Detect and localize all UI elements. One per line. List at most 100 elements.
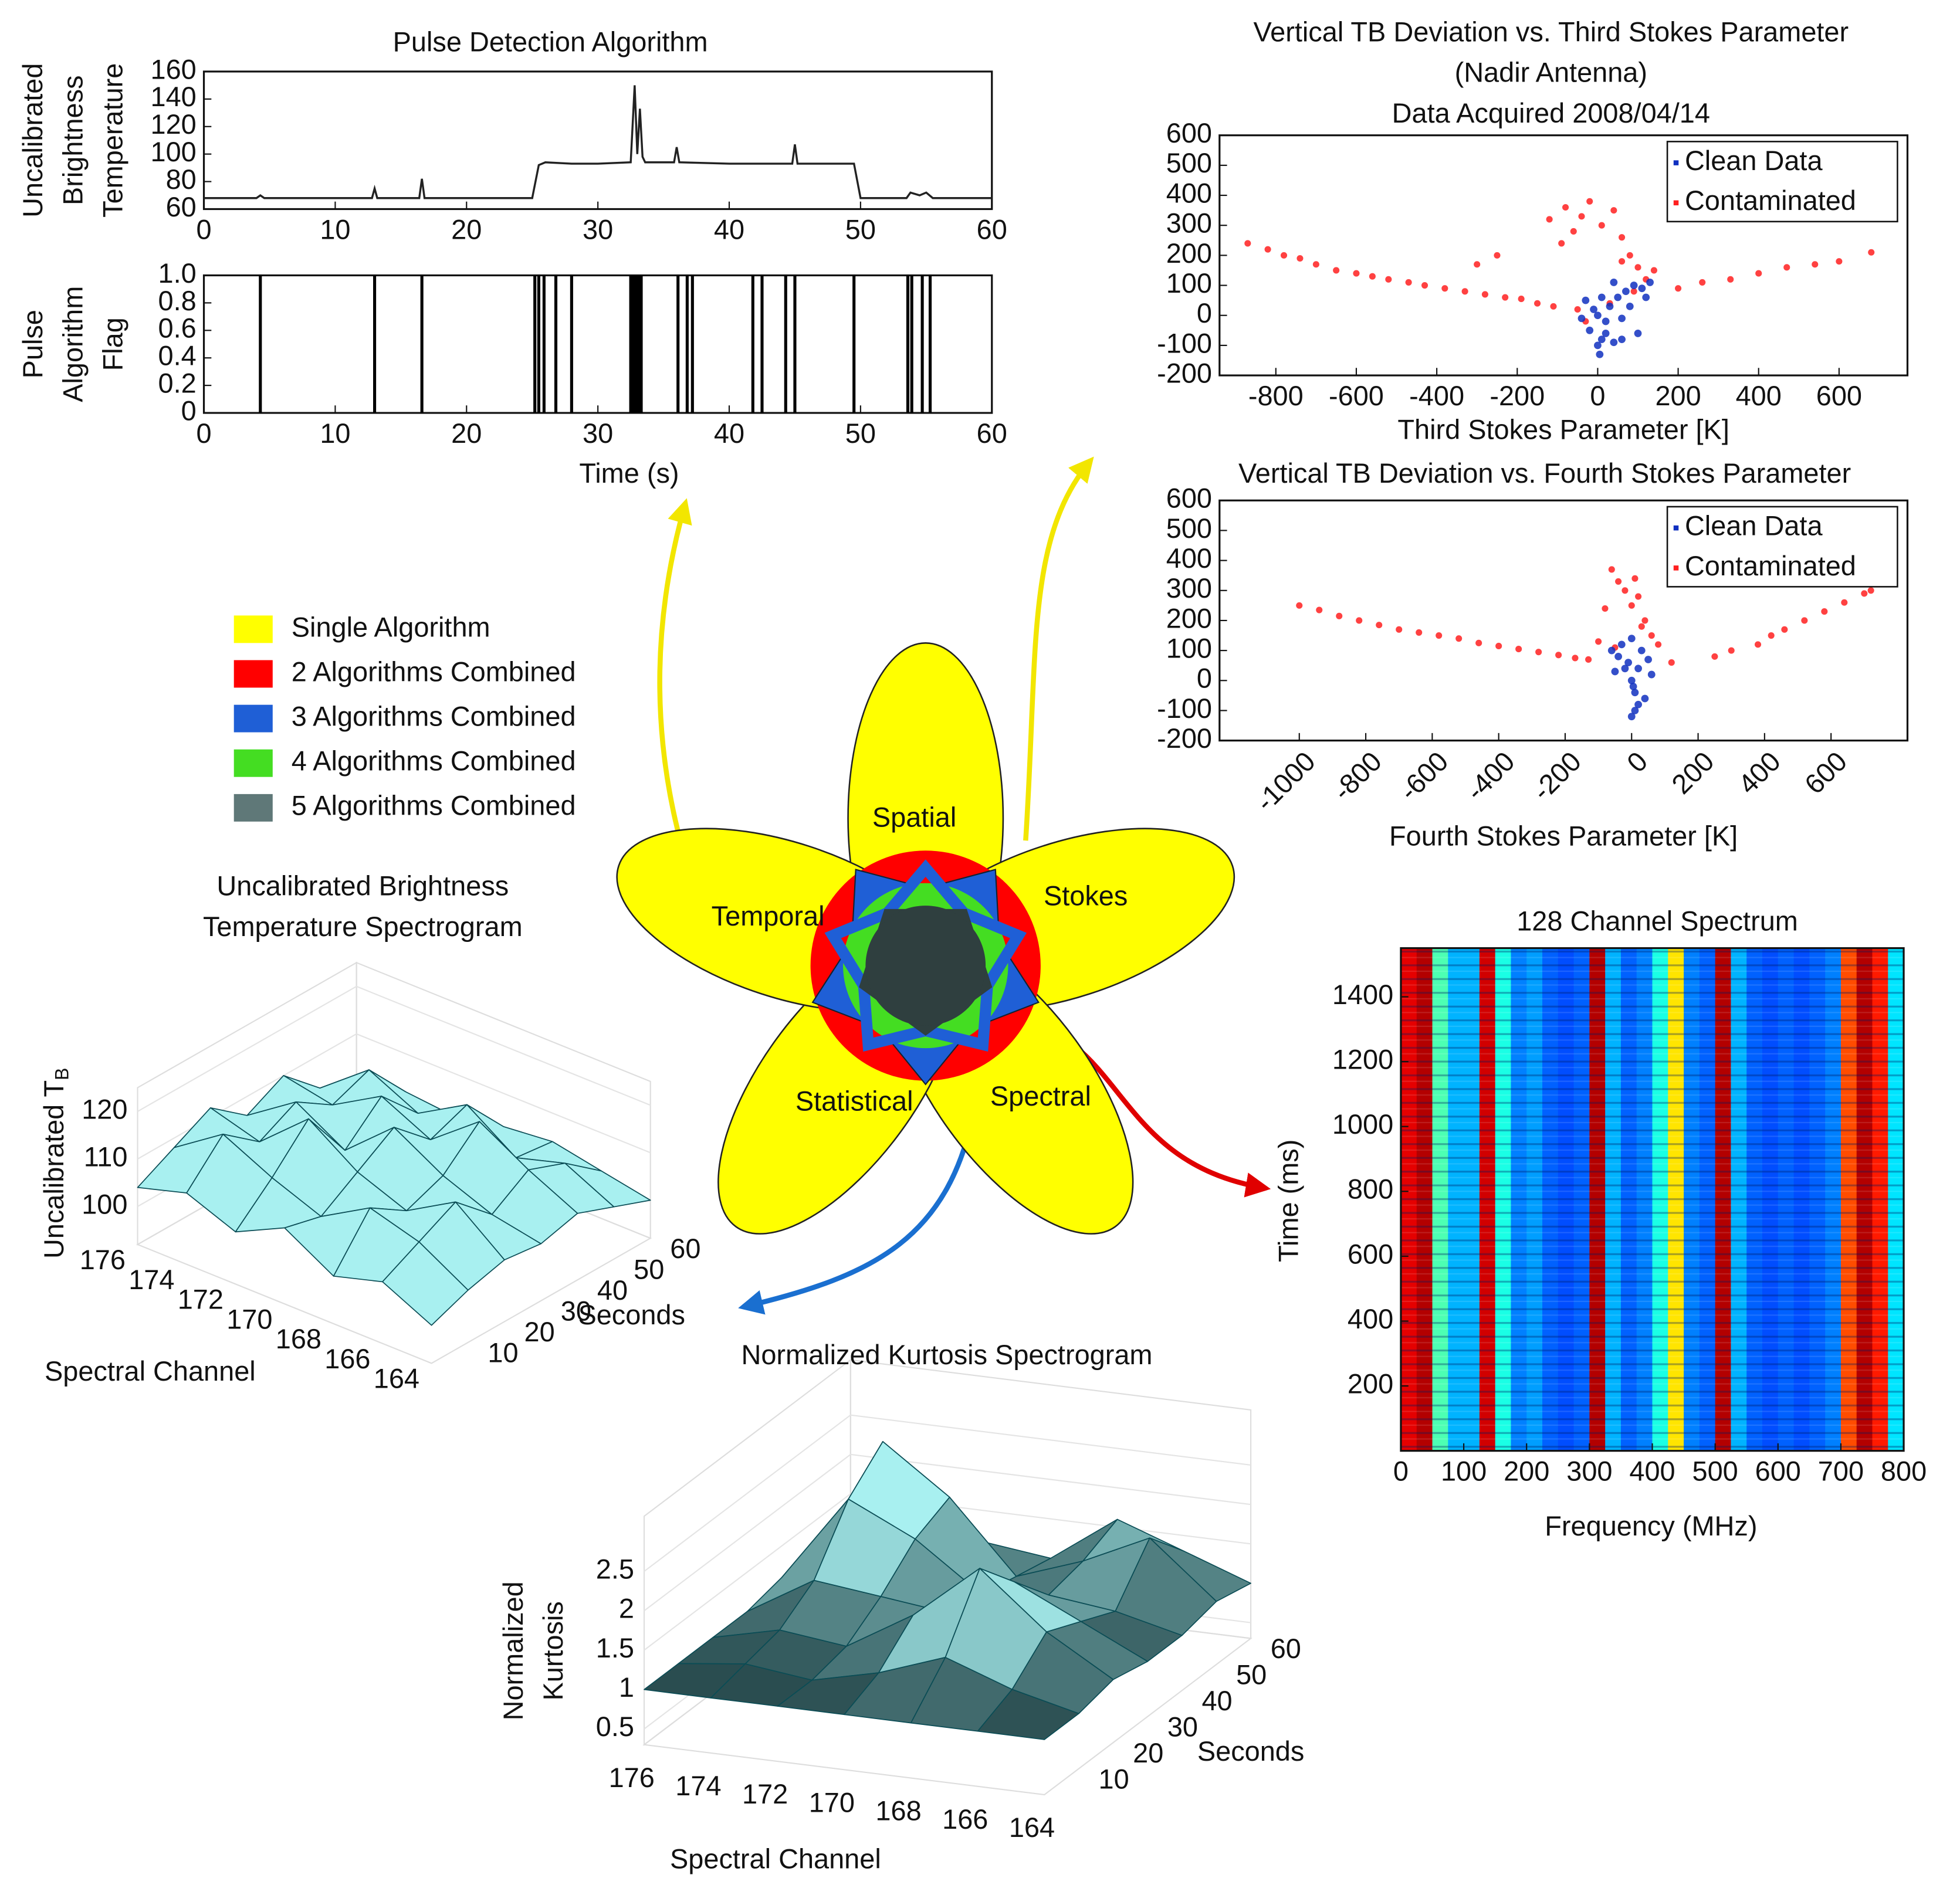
y-tick-label: 200 <box>1166 603 1212 633</box>
scatter-point <box>1336 612 1343 619</box>
chart-title: (Nadir Antenna) <box>1455 57 1647 88</box>
z-tick-label: 1 <box>619 1672 634 1703</box>
scatter-point <box>1861 590 1868 597</box>
x-tick-label: 100 <box>1441 1456 1487 1486</box>
plot-area <box>1400 947 1905 1452</box>
scatter-point <box>1405 279 1412 286</box>
legend-label: 5 Algorithms Combined <box>292 791 576 821</box>
y-tick-label: 200 <box>1348 1368 1393 1399</box>
scatter-point <box>1558 240 1565 247</box>
y-tick-label: 1200 <box>1332 1044 1393 1074</box>
y-tick-label: 140 <box>150 82 196 112</box>
scatter-point <box>1574 306 1581 313</box>
x-tick-label: 10 <box>320 418 350 449</box>
scatter-point <box>1627 713 1636 721</box>
venn-label: Temporal <box>712 901 825 931</box>
scatter-point <box>1436 632 1443 639</box>
scatter-point <box>1598 222 1605 229</box>
scatter-point <box>1618 314 1626 323</box>
legend-box <box>1666 141 1898 223</box>
scatter-point <box>1244 240 1251 247</box>
scatter-point <box>1356 617 1363 624</box>
x-tick-label: 168 <box>276 1324 321 1354</box>
x-tick-label: 166 <box>324 1344 370 1374</box>
scatter-point <box>1582 296 1590 304</box>
x-tick-label: 40 <box>714 418 744 449</box>
heatmap-texture <box>1400 948 1904 1451</box>
legend-swatch <box>233 660 273 688</box>
scatter-point <box>1586 326 1594 334</box>
chart-title: Data Acquired 2008/04/14 <box>1392 98 1710 128</box>
z-tick-label: 1.5 <box>596 1633 634 1663</box>
scatter-point <box>1369 273 1376 280</box>
scatter-point <box>1647 670 1656 679</box>
x-tick-label: 600 <box>1755 1456 1801 1486</box>
y-tick-label: 50 <box>1236 1660 1267 1690</box>
scatter-point <box>1637 646 1646 655</box>
scatter-point <box>1518 296 1525 303</box>
z-tick-label: 2 <box>619 1594 634 1624</box>
scatter-point <box>1812 261 1819 268</box>
scatter-point <box>1376 622 1383 629</box>
plot-area <box>202 70 993 211</box>
x-tick-label: 50 <box>845 214 876 245</box>
x-tick-label: 172 <box>178 1284 224 1315</box>
z-axis-label: Kurtosis <box>538 1601 568 1700</box>
chart-title: Temperature Spectrogram <box>203 911 523 942</box>
scatter-point <box>1868 249 1875 256</box>
y-tick-label: 100 <box>1166 268 1212 299</box>
scatter-point <box>1596 350 1604 358</box>
x-tick-label: 400 <box>1629 1456 1675 1486</box>
scatter-point <box>1627 676 1636 684</box>
y-tick-label: 120 <box>150 109 196 140</box>
scatter-point <box>1634 264 1641 271</box>
venn-label: Spectral <box>990 1081 1091 1111</box>
legend-marker <box>1673 525 1679 531</box>
scatter-point <box>1385 276 1392 283</box>
x-tick-label: 172 <box>742 1779 788 1809</box>
scatter-point <box>1535 649 1542 656</box>
scatter-point <box>1728 647 1735 654</box>
scatter-point <box>1638 284 1646 293</box>
y-tick-label: 20 <box>1133 1738 1163 1768</box>
y-tick-label: 100 <box>1166 633 1212 664</box>
y-tick-label: 10 <box>1099 1764 1129 1794</box>
scatter-point <box>1631 707 1639 714</box>
y-tick-label: 50 <box>634 1254 664 1284</box>
x-tick-label: 30 <box>583 214 613 245</box>
y-tick-label: -100 <box>1157 693 1212 724</box>
legend-swatch <box>233 749 273 777</box>
y-tick-label: -200 <box>1157 358 1212 388</box>
scatter-point <box>1475 639 1482 646</box>
scatter-point <box>1421 282 1428 289</box>
scatter-point <box>1614 293 1622 301</box>
scatter-point <box>1586 198 1593 205</box>
grid-line <box>137 985 651 1112</box>
x-tick-label: 60 <box>977 214 1007 245</box>
y-tick-label: 500 <box>1166 148 1212 178</box>
plot-area <box>202 274 993 414</box>
y-tick-label: 500 <box>1166 513 1212 544</box>
z-axis-label-subscript: B <box>52 1068 73 1080</box>
scatter-point <box>1611 667 1619 676</box>
z-axis-label-text: Uncalibrated T <box>39 1080 69 1259</box>
scatter-point <box>1594 341 1602 350</box>
x-tick-label: 20 <box>451 418 482 449</box>
y-tick-label: 60 <box>670 1233 700 1264</box>
y-tick-label: 0.2 <box>158 368 197 399</box>
scatter-point <box>1594 311 1602 320</box>
x-tick-label: 164 <box>374 1364 419 1394</box>
legend-label: Contaminated <box>1685 551 1856 581</box>
scatter-point <box>1675 285 1682 292</box>
scatter-point <box>1555 652 1562 659</box>
grid-line <box>644 1414 1251 1572</box>
scatter-point <box>1641 694 1649 703</box>
z-tick-label: 0.5 <box>596 1711 634 1742</box>
grid-line <box>644 1453 1251 1612</box>
z-tick-label: 110 <box>84 1141 128 1172</box>
scatter-point <box>1626 252 1633 259</box>
legend-marker <box>1673 565 1679 571</box>
y-tick-label: 60 <box>166 192 197 222</box>
scatter-point <box>1550 303 1557 310</box>
scatter-point <box>1630 288 1637 295</box>
